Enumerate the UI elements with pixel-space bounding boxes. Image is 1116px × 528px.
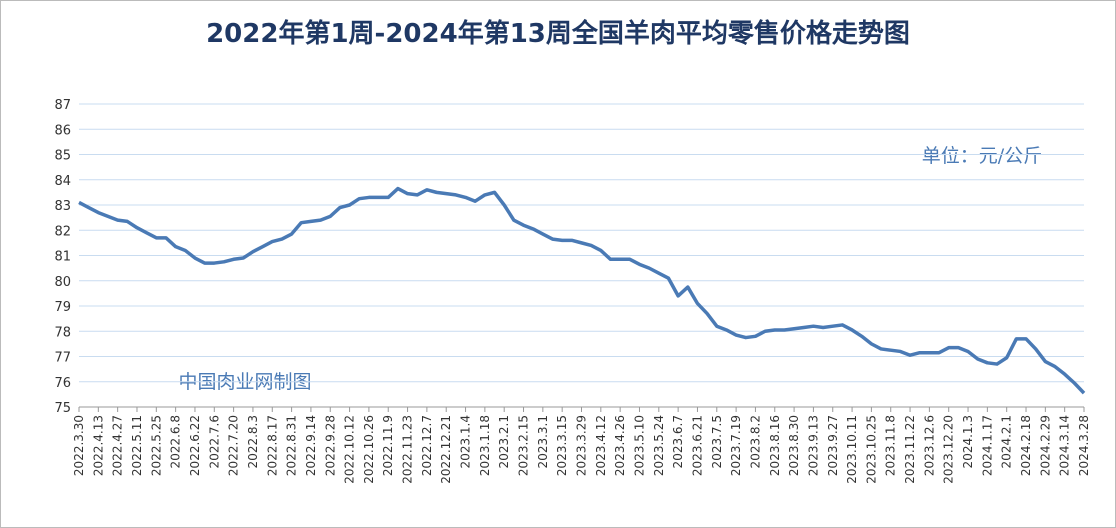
y-tick-label: 85 — [54, 149, 71, 164]
y-tick-label: 83 — [54, 199, 71, 214]
x-tick-label: 2022.4.27 — [111, 415, 125, 476]
x-tick-label: 2022.5.25 — [149, 415, 163, 476]
x-tick-label: 2024.2.29 — [1038, 415, 1052, 476]
x-tick-label: 2022.5.11 — [130, 415, 144, 476]
x-tick-label: 2023.5.10 — [632, 415, 646, 476]
x-tick-label: 2023.5.24 — [652, 415, 666, 476]
unit-note: 单位：元/公斤 — [922, 145, 1042, 167]
y-tick-label: 84 — [54, 174, 71, 189]
x-tick-label: 2022.12.7 — [420, 415, 434, 476]
x-tick-label: 2023.6.7 — [671, 415, 685, 468]
x-tick-label: 2023.9.27 — [826, 415, 840, 476]
x-tick-label: 2023.1.18 — [478, 415, 492, 476]
x-tick-label: 2024.3.14 — [1058, 415, 1072, 476]
y-tick-label: 77 — [54, 351, 71, 366]
y-tick-label: 79 — [54, 300, 71, 315]
x-tick-label: 2023.3.1 — [536, 415, 550, 468]
x-tick-label: 2023.8.16 — [768, 415, 782, 476]
x-tick-label: 2023.11.8 — [884, 415, 898, 476]
x-tick-label: 2023.3.29 — [575, 415, 589, 476]
x-tick-label: 2024.1.3 — [961, 415, 975, 468]
x-tick-label: 2023.9.13 — [806, 415, 820, 476]
x-tick-label: 2023.12.6 — [922, 415, 936, 476]
x-tick-label: 2023.2.1 — [497, 415, 511, 468]
x-tick-label: 2023.6.21 — [690, 415, 704, 476]
chart-title: 2022年第1周-2024年第13周全国羊肉平均零售价格走势图 — [206, 18, 910, 49]
x-tick-label: 2022.8.31 — [285, 415, 299, 476]
x-tick-label: 2023.2.15 — [517, 415, 531, 476]
x-tick-label: 2024.2.18 — [1019, 415, 1033, 476]
y-tick-label: 75 — [54, 401, 71, 416]
x-tick-label: 2022.11.9 — [381, 415, 395, 476]
x-tick-label: 2022.7.6 — [207, 415, 221, 468]
x-tick-label: 2022.10.26 — [362, 415, 376, 484]
x-tick-label: 2023.3.15 — [555, 415, 569, 476]
x-tick-label: 2023.12.20 — [942, 415, 956, 484]
x-tick-label: 2023.1.4 — [459, 415, 473, 468]
x-tick-label: 2023.7.5 — [710, 415, 724, 468]
data-line — [78, 186, 1086, 395]
x-tick-label: 2022.12.21 — [439, 415, 453, 484]
x-tick-label: 2024.3.28 — [1077, 415, 1091, 476]
x-tick-label: 2022.8.17 — [265, 415, 279, 476]
x-tick-label: 2024.2.1 — [1000, 415, 1014, 468]
x-tick-label: 2022.10.12 — [343, 415, 357, 484]
x-tick-label: 2024.1.17 — [980, 415, 994, 476]
x-tick-label: 2023.4.26 — [613, 415, 627, 476]
x-tick-label: 2022.6.8 — [169, 415, 183, 468]
x-tick-label: 2023.7.19 — [729, 415, 743, 476]
x-tick-label: 2022.8.3 — [246, 415, 260, 468]
y-tick-label: 87 — [54, 98, 71, 113]
y-tick-label: 86 — [54, 123, 71, 138]
y-tick-label: 80 — [54, 275, 71, 290]
y-tick-label: 76 — [54, 376, 71, 391]
x-tick-label: 2022.9.14 — [304, 415, 318, 476]
x-tick-label: 2023.8.2 — [748, 415, 762, 468]
x-tick-label: 2022.4.13 — [91, 415, 105, 476]
x-tick-label: 2023.8.30 — [787, 415, 801, 476]
x-tick-label: 2023.10.25 — [864, 415, 878, 484]
y-tick-label: 82 — [54, 224, 71, 239]
x-tick-label: 2022.7.20 — [227, 415, 241, 476]
y-tick-label: 78 — [54, 325, 71, 340]
x-tick-label: 2023.11.22 — [903, 415, 917, 484]
x-tick-label: 2022.9.28 — [323, 415, 337, 476]
x-tick-label: 2022.11.23 — [401, 415, 415, 484]
x-tick-label: 2022.3.30 — [72, 415, 86, 476]
y-tick-label: 81 — [54, 250, 71, 265]
x-tick-label: 2022.6.22 — [188, 415, 202, 476]
x-tick-label: 2023.10.11 — [845, 415, 859, 484]
x-tick-label: 2023.4.12 — [594, 415, 608, 476]
